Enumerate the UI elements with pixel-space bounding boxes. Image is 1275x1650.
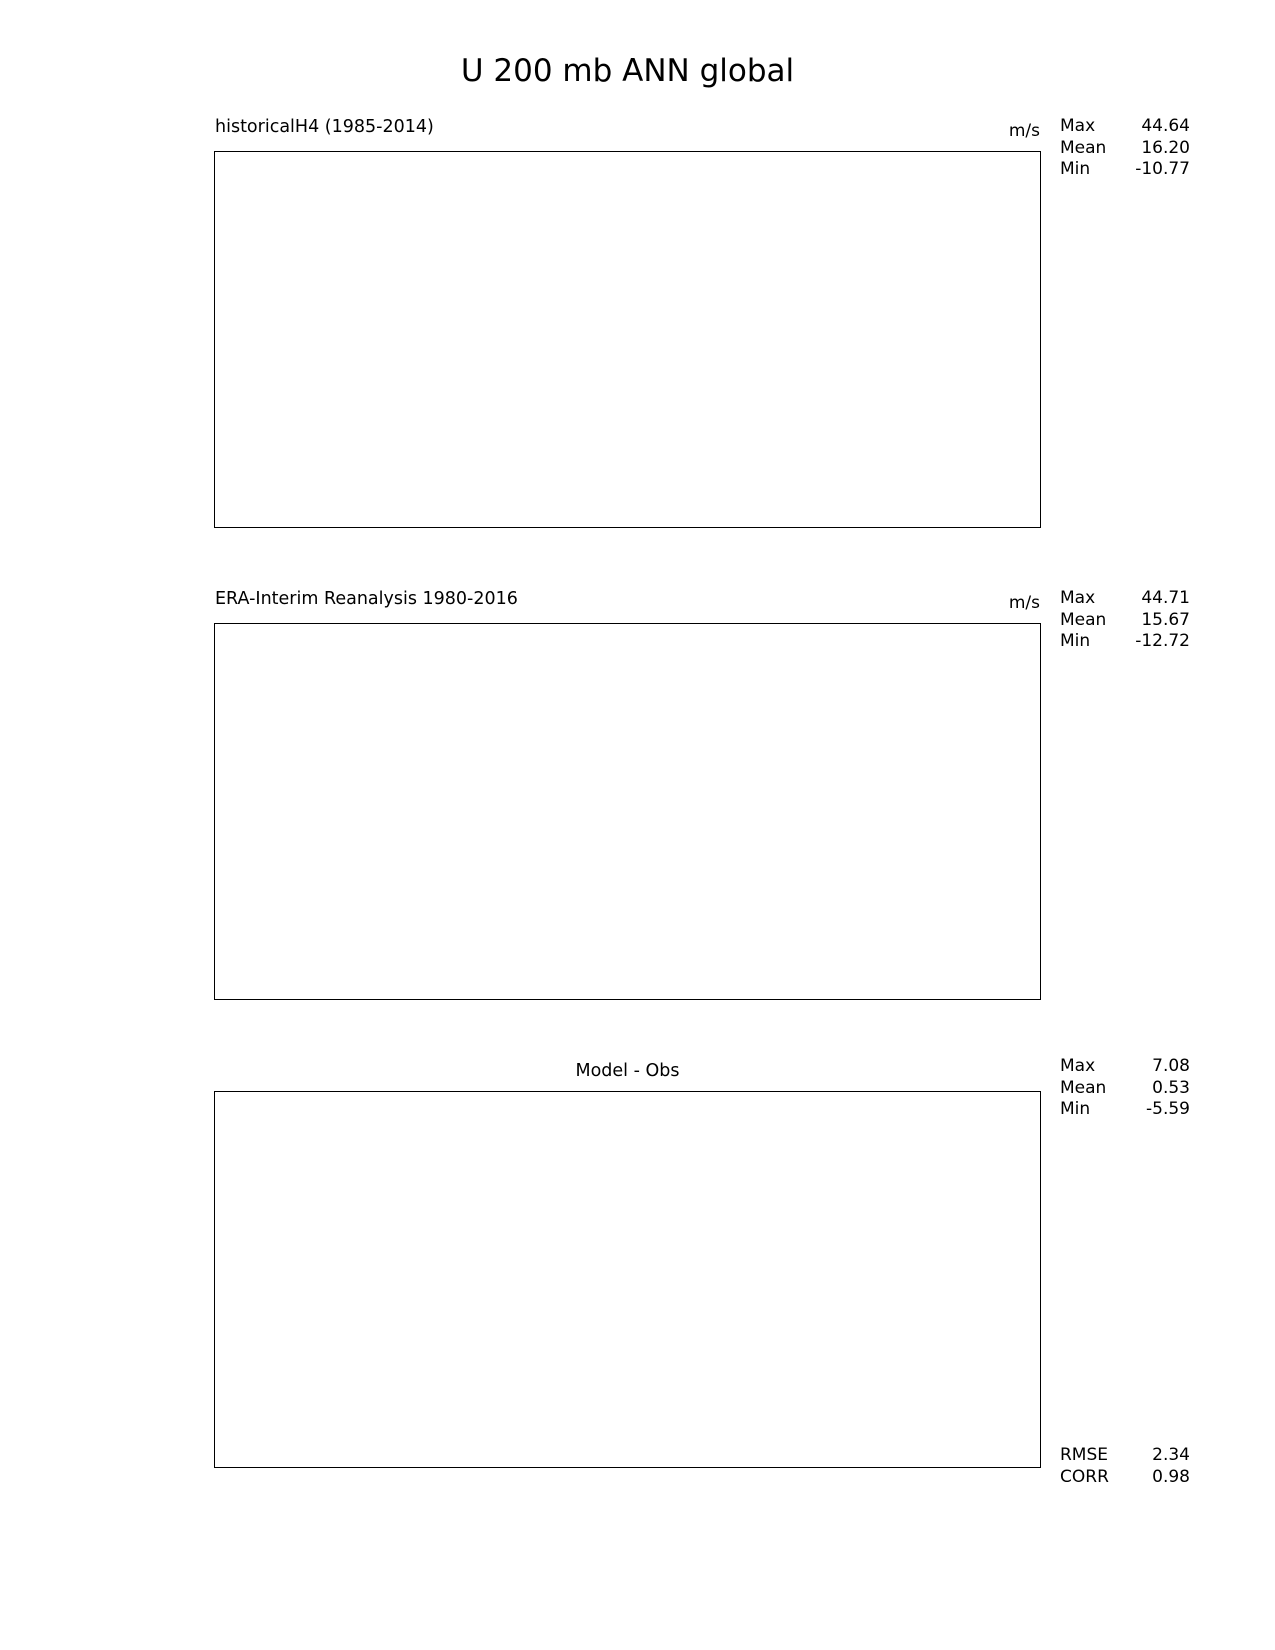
units-label-model: m/s — [1008, 121, 1040, 141]
stat-label: Mean — [1060, 1077, 1107, 1098]
stat-label: Min — [1060, 1099, 1091, 1119]
stat-value: -12.72 — [1135, 631, 1190, 651]
stat-row: Min -10.77 — [1060, 159, 1190, 181]
stats-block-reference: Max 44.71 Mean 15.67 Min -12.72 — [1060, 588, 1190, 653]
stat-row: Min -12.72 — [1060, 631, 1190, 653]
colorbar-difference — [1058, 1133, 1104, 1439]
stat-value: 44.71 — [1141, 588, 1190, 608]
metrics-block: RMSE 2.34 CORR 0.98 — [1060, 1444, 1190, 1488]
colorbar-model — [1058, 195, 1104, 495]
stat-value: 7.08 — [1152, 1056, 1190, 1076]
map-canvas-model — [215, 152, 1040, 527]
stats-block-difference: Max 7.08 Mean 0.53 Min -5.59 — [1060, 1056, 1190, 1121]
stat-row: Max 7.08 — [1060, 1056, 1190, 1078]
stat-label: Max — [1060, 116, 1096, 136]
metric-label: CORR — [1060, 1467, 1109, 1487]
stat-row: Max 44.64 — [1060, 116, 1190, 138]
panel-title-model: historicalH4 (1985-2014) — [215, 117, 434, 137]
stat-label: Min — [1060, 159, 1091, 179]
metric-value: 2.34 — [1152, 1445, 1190, 1465]
metric-value: 0.98 — [1152, 1467, 1190, 1487]
metric-row: CORR 0.98 — [1060, 1466, 1190, 1488]
stat-row: Mean 0.53 — [1060, 1078, 1190, 1100]
stat-label: Mean — [1060, 609, 1107, 630]
panel-title-difference: Model - Obs — [575, 1061, 680, 1081]
map-model — [214, 151, 1041, 528]
units-label-reference: m/s — [1008, 593, 1040, 613]
stat-value: 16.20 — [1141, 137, 1190, 158]
colorbar-canvas-reference — [1058, 667, 1104, 963]
stat-label: Mean — [1060, 137, 1107, 158]
colorbar-reference — [1058, 667, 1104, 967]
colorbar-canvas-difference — [1058, 1133, 1104, 1435]
stat-label: Max — [1060, 588, 1096, 608]
figure-title: U 200 mb ANN global — [460, 53, 795, 89]
panel-title-reference: ERA-Interim Reanalysis 1980-2016 — [215, 589, 518, 609]
stat-row: Max 44.71 — [1060, 588, 1190, 610]
stat-value: 0.53 — [1152, 1077, 1190, 1098]
stats-block-model: Max 44.64 Mean 16.20 Min -10.77 — [1060, 116, 1190, 181]
map-difference — [214, 1091, 1041, 1468]
metric-row: RMSE 2.34 — [1060, 1444, 1190, 1466]
stat-row: Mean 15.67 — [1060, 610, 1190, 632]
stat-value: 44.64 — [1141, 116, 1190, 136]
colorbar-canvas-model — [1058, 195, 1104, 491]
stat-row: Min -5.59 — [1060, 1099, 1190, 1121]
stat-label: Max — [1060, 1056, 1096, 1076]
map-reference — [214, 623, 1041, 1000]
map-canvas-reference — [215, 624, 1040, 999]
stat-value: 15.67 — [1141, 609, 1190, 630]
stat-value: -5.59 — [1146, 1099, 1190, 1119]
stat-value: -10.77 — [1135, 159, 1190, 179]
stat-label: Min — [1060, 631, 1091, 651]
map-canvas-difference — [215, 1092, 1040, 1467]
metric-label: RMSE — [1060, 1445, 1109, 1465]
stat-row: Mean 16.20 — [1060, 138, 1190, 160]
